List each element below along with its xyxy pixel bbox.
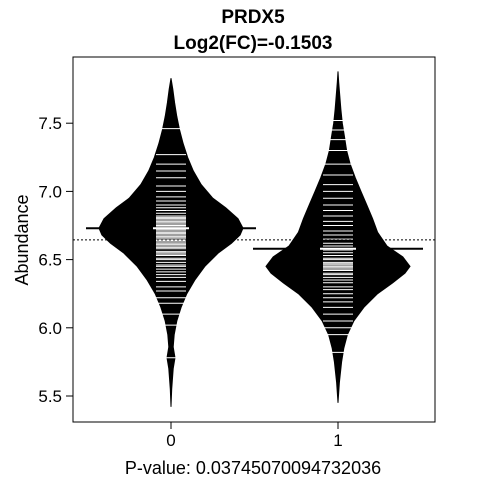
x-tick-label-1: 1 <box>333 431 342 450</box>
y-axis: 5.5 6.0 6.5 7.0 7.5 <box>38 114 73 406</box>
y-tick-label-0: 5.5 <box>38 387 62 406</box>
y-tick-label-4: 7.5 <box>38 114 62 133</box>
x-tick-label-0: 0 <box>166 431 175 450</box>
y-tick-label-3: 7.0 <box>38 182 62 201</box>
bean-group-1 <box>265 71 411 403</box>
y-tick-label-1: 6.0 <box>38 319 62 338</box>
x-axis-label: P-value: 0.03745070094732036 <box>125 458 381 478</box>
beans-layer <box>98 71 411 407</box>
y-tick-label-2: 6.5 <box>38 251 62 270</box>
chart-title: PRDX5 <box>221 7 285 28</box>
mean-lines-layer <box>73 227 435 250</box>
chart-subtitle: Log2(FC)=-0.1503 <box>174 33 333 54</box>
bean-group-0 <box>98 78 244 407</box>
y-axis-label: Abundance <box>12 194 32 285</box>
